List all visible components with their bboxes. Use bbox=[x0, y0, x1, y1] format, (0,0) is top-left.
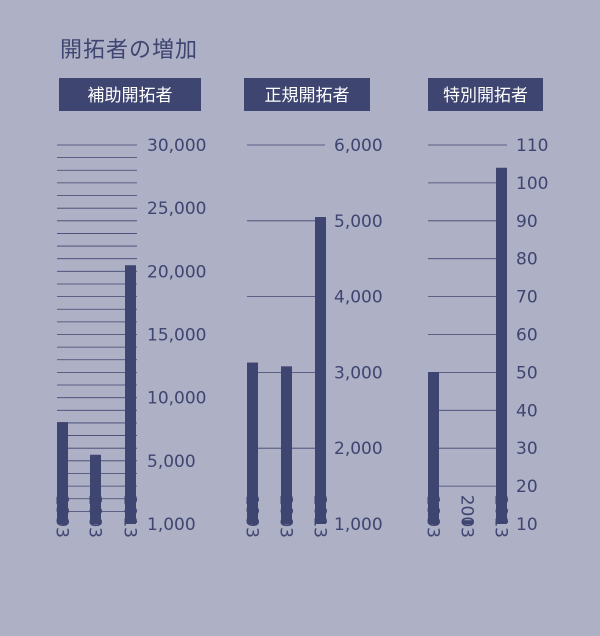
bar-2003 bbox=[281, 366, 292, 524]
y-tick-label: 10,000 bbox=[147, 389, 206, 409]
y-tick-label: 80 bbox=[516, 250, 538, 270]
y-tick-label: 30,000 bbox=[147, 136, 206, 156]
panel-header-label: 正規開拓者 bbox=[265, 86, 350, 106]
y-tick-label: 4,000 bbox=[334, 288, 383, 308]
panel-header-box bbox=[428, 78, 543, 111]
bar-2003 bbox=[462, 520, 473, 524]
panel-header-label: 補助開拓者 bbox=[88, 86, 173, 106]
y-tick-label: 5,000 bbox=[147, 452, 196, 472]
y-tick-label: 5,000 bbox=[334, 212, 383, 232]
x-category-label: 2013 bbox=[491, 495, 511, 538]
bar-2013 bbox=[125, 265, 136, 524]
chart-title: 開拓者の増加 bbox=[60, 38, 199, 63]
x-category-label: 2003 bbox=[276, 495, 296, 538]
x-category-label: 2013 bbox=[310, 495, 330, 538]
bar-2013 bbox=[315, 217, 326, 524]
y-tick-label: 1,000 bbox=[147, 515, 196, 535]
x-category-label: 2013 bbox=[120, 495, 140, 538]
panel-header-label: 特別開拓者 bbox=[443, 86, 528, 106]
x-category-label: 1993 bbox=[242, 495, 262, 538]
bar-2013 bbox=[496, 167, 507, 525]
y-tick-label: 20 bbox=[516, 477, 538, 497]
y-tick-label: 20,000 bbox=[147, 262, 206, 282]
y-tick-label: 25,000 bbox=[147, 199, 206, 219]
y-tick-label: 90 bbox=[516, 212, 538, 232]
panel-header-box bbox=[59, 78, 201, 111]
y-tick-label: 3,000 bbox=[334, 363, 383, 383]
panel-header-box bbox=[244, 78, 370, 111]
x-category-label: 2003 bbox=[457, 495, 477, 538]
bar-1993 bbox=[247, 362, 258, 524]
y-tick-label: 50 bbox=[516, 363, 538, 383]
x-category-label: 1993 bbox=[423, 495, 443, 538]
y-tick-label: 6,000 bbox=[334, 136, 383, 156]
y-tick-label: 10 bbox=[516, 515, 538, 535]
y-tick-label: 110 bbox=[516, 136, 548, 156]
y-tick-label: 40 bbox=[516, 401, 538, 421]
bar-1993 bbox=[57, 422, 68, 524]
y-tick-label: 70 bbox=[516, 288, 538, 308]
y-tick-label: 15,000 bbox=[147, 326, 206, 346]
bar-2003 bbox=[90, 454, 101, 524]
y-tick-label: 30 bbox=[516, 439, 538, 459]
y-tick-label: 100 bbox=[516, 174, 548, 194]
x-category-label: 2003 bbox=[85, 495, 105, 538]
y-tick-label: 1,000 bbox=[334, 515, 383, 535]
y-tick-label: 2,000 bbox=[334, 439, 383, 459]
bar-1993 bbox=[428, 372, 439, 524]
x-category-label: 1993 bbox=[52, 495, 72, 538]
y-tick-label: 60 bbox=[516, 326, 538, 346]
